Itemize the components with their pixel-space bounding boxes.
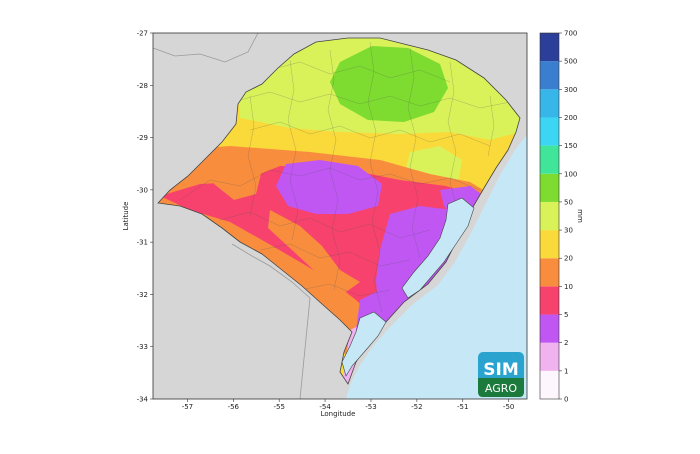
colorbar-segment (540, 230, 559, 259)
colorbar-segment (540, 258, 559, 287)
y-axis-label: Latitude (122, 202, 130, 231)
x-tick-label: -52 (411, 403, 422, 411)
x-axis: -57 -56 -55 -54 -53 -52 -51 -50 (182, 399, 514, 411)
logo-agro-text: AGRO (485, 382, 517, 395)
colorbar-tick-label: 300 (564, 86, 577, 94)
y-tick-label: -32 (137, 291, 148, 299)
colorbar-segment (540, 173, 559, 202)
colorbar-segment (540, 314, 559, 343)
y-tick-label: -28 (137, 82, 148, 90)
logo-sim-text: SIM (483, 360, 519, 380)
sim-agro-logo: SIM AGRO (478, 352, 524, 397)
colorbar-segment (540, 286, 559, 315)
colorbar: 0 1 2 5 10 20 30 50 100 150 200 300 500 700 (539, 30, 577, 404)
x-tick-label: -55 (273, 403, 284, 411)
colorbar-unit-label: mm (576, 209, 584, 223)
colorbar-tick-label: 150 (564, 142, 577, 150)
colorbar-tick-label: 0 (564, 396, 568, 404)
x-tick-label: -51 (457, 403, 468, 411)
colorbar-tick-label: 50 (564, 198, 573, 206)
colorbar-segment (540, 370, 559, 399)
municipality-boundaries (179, 41, 511, 313)
colorbar-segment (540, 33, 559, 62)
x-tick-label: -56 (228, 403, 240, 411)
plot-frame (152, 32, 528, 400)
colorbar-segment (540, 145, 559, 174)
colorbar-segment (540, 117, 559, 146)
colorbar-tick-label: 700 (564, 30, 577, 38)
y-tick-label: -34 (137, 396, 149, 404)
colorbar-segment (540, 201, 559, 231)
colorbar-tick-label: 20 (564, 255, 573, 263)
y-tick-label: -31 (137, 239, 148, 247)
x-tick-label: -53 (365, 403, 376, 411)
colorbar-segment (540, 89, 559, 118)
colorbar-tick-label: 100 (564, 170, 577, 178)
y-tick-label: -27 (137, 30, 148, 38)
y-tick-label: -33 (137, 343, 148, 351)
y-tick-label: -29 (137, 134, 148, 142)
colorbar-segment (540, 61, 559, 90)
x-tick-label: -54 (319, 403, 331, 411)
colorbar-tick-label: 30 (564, 227, 573, 235)
colorbar-segment (540, 342, 559, 371)
colorbar-tick-label: 5 (564, 311, 568, 319)
x-tick-label: -57 (182, 403, 193, 411)
colorbar-tick-label: 1 (564, 367, 568, 375)
colorbar-tick-label: 500 (564, 58, 577, 66)
colorbar-tick-label: 200 (564, 114, 577, 122)
y-tick-label: -30 (137, 186, 148, 194)
x-axis-label: Longitude (321, 410, 356, 418)
colorbar-tick-label: 2 (564, 339, 568, 347)
colorbar-tick-label: 10 (564, 283, 573, 291)
x-tick-label: -50 (503, 403, 514, 411)
y-axis: -27 -28 -29 -30 -31 -32 -33 -34 (137, 30, 153, 404)
lagoons (341, 197, 475, 377)
